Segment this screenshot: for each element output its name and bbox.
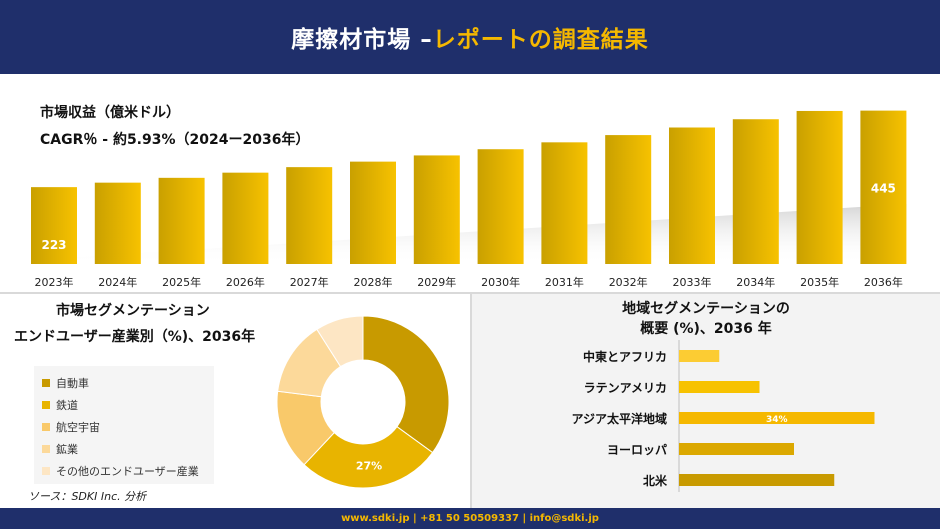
revenue-bar (477, 149, 524, 264)
legend-swatch (42, 401, 50, 409)
legend-swatch (42, 423, 50, 431)
revenue-bar (350, 161, 396, 264)
region-panel: 中東とアフリカ ラテンアメリカアジア太平洋地域 34% ヨーロッパ北米 地域セグメンテ… (472, 294, 940, 508)
year-tick-label: 2032年 (609, 275, 648, 289)
report-title-accent: レポートの調査結果 (432, 27, 649, 53)
segment-title: 市場セグメンテーション (56, 303, 210, 319)
slice-label-bg (353, 455, 386, 474)
revenue-bar (860, 110, 907, 264)
segment-panel: 市場セグメンテーション エンドユーザー産業別（%)、2036年 自動車鉄道航空宇… (0, 294, 470, 508)
revenue-bar-chart: 2023年 223 2024年 2025年 2026年 2027年 2028年 2029年 20… (31, 110, 907, 289)
revenue-bar (541, 142, 588, 264)
year-tick-label: 2027年 (290, 275, 329, 289)
report-title: 摩擦材市場 –レポートの調査結果 (291, 20, 649, 54)
year-tick-label: 2024年 (98, 275, 137, 289)
pie-legend: 自動車鉄道航空宇宙鉱業その他のエンドユーザー産業 (34, 366, 214, 484)
revenue-bar (94, 182, 141, 264)
footer-contact: www.sdki.jp | +81 50 50509337 | info@sdk… (341, 513, 599, 524)
legend-label: 鉄道 (56, 399, 78, 412)
end-user-donut-chart: 27% (276, 315, 450, 489)
legend-entry: 自動車 (42, 372, 206, 394)
header-banner: 摩擦材市場 –レポートの調査結果 (0, 0, 940, 74)
bar-data-label: 445 (871, 182, 896, 196)
region-data-label: 34% (766, 415, 788, 425)
source-note: ソース：SDKI Inc. 分析 (28, 490, 147, 503)
region-category-label: ラテンアメリカ (584, 381, 667, 395)
revenue-bar (413, 155, 460, 264)
year-tick-label: 2026年 (226, 275, 265, 289)
year-tick-label: 2034年 (736, 275, 775, 289)
bar-data-label: 223 (41, 238, 66, 252)
revenue-bar (286, 167, 333, 264)
legend-label: 鉱業 (56, 443, 78, 456)
year-tick-label: 2035年 (800, 275, 839, 289)
region-bar (679, 381, 760, 393)
region-bar (679, 443, 794, 455)
legend-swatch (42, 467, 50, 475)
region-title: 地域セグメンテーションの (622, 301, 790, 317)
footer-bar: www.sdki.jp | +81 50 50509337 | info@sdk… (0, 508, 940, 529)
revenue-bar (158, 177, 205, 264)
horizontal-divider (0, 292, 940, 294)
legend-swatch (42, 379, 50, 387)
revenue-bar (605, 135, 652, 264)
year-tick-label: 2033年 (673, 275, 712, 289)
legend-label: 航空宇宙 (56, 421, 100, 434)
year-tick-label: 2030年 (481, 275, 520, 289)
vertical-divider (470, 294, 472, 508)
legend-entry: 航空宇宙 (42, 416, 206, 438)
revenue-label: 市場収益（億米ドル） (40, 105, 180, 121)
report-title-main: 摩擦材市場 – (291, 27, 433, 53)
segment-subtitle: エンドユーザー産業別（%)、2036年 (14, 329, 256, 345)
year-tick-label: 2036年 (864, 275, 903, 289)
region-bar (679, 350, 720, 362)
legend-entry: その他のエンドユーザー産業 (42, 460, 206, 482)
cagr-label: CAGR％ - 約5.93%（2024ー2036年） (40, 132, 310, 148)
revenue-bar (732, 119, 779, 264)
legend-entry: 鉱業 (42, 438, 206, 460)
legend-label: 自動車 (56, 377, 89, 390)
revenue-bar (669, 127, 715, 264)
year-tick-label: 2028年 (354, 275, 393, 289)
region-bar (679, 474, 835, 486)
donut-slice (316, 315, 364, 368)
region-subtitle: 概要 (%)、2036 年 (640, 321, 772, 337)
legend-label: その他のエンドユーザー産業 (56, 465, 199, 478)
region-category-label: 中東とアフリカ (583, 349, 667, 364)
year-tick-label: 2023年 (35, 275, 74, 289)
legend-entry: 鉄道 (42, 394, 206, 416)
slice-data-label: 27% (356, 460, 382, 473)
region-category-label: ヨーロッパ (607, 443, 667, 457)
region-category-label: アジア太平洋地域 (571, 411, 667, 426)
revenue-panel: 2023年 223 2024年 2025年 2026年 2027年 2028年 2029年 20… (0, 74, 940, 292)
region-category-label: 北米 (643, 473, 668, 488)
region-bar (679, 412, 875, 424)
year-tick-label: 2031年 (545, 275, 584, 289)
revenue-bar (796, 110, 843, 264)
revenue-bar (31, 187, 77, 264)
year-tick-label: 2029年 (417, 275, 456, 289)
legend-swatch (42, 445, 50, 453)
donut-slice (362, 315, 450, 454)
year-tick-label: 2025年 (162, 275, 201, 289)
revenue-bar (222, 172, 269, 264)
